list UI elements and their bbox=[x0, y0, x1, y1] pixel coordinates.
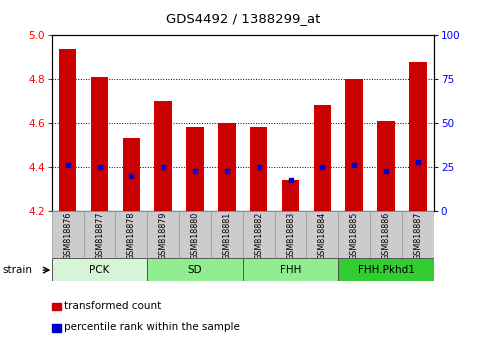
Text: GSM818880: GSM818880 bbox=[190, 212, 200, 260]
Bar bbox=[115, 211, 147, 258]
Bar bbox=[218, 123, 236, 211]
Text: GSM818877: GSM818877 bbox=[95, 212, 104, 260]
Bar bbox=[59, 48, 76, 211]
Bar bbox=[346, 79, 363, 211]
Bar bbox=[147, 211, 179, 258]
Text: strain: strain bbox=[2, 265, 33, 275]
Bar bbox=[314, 105, 331, 211]
Text: GSM818882: GSM818882 bbox=[254, 212, 263, 260]
Text: GSM818881: GSM818881 bbox=[222, 212, 231, 260]
Text: GSM818876: GSM818876 bbox=[63, 212, 72, 260]
Bar bbox=[370, 211, 402, 258]
Bar bbox=[275, 211, 307, 258]
Bar bbox=[186, 127, 204, 211]
Text: transformed count: transformed count bbox=[64, 301, 161, 311]
Text: GSM818883: GSM818883 bbox=[286, 212, 295, 260]
Bar bbox=[243, 258, 338, 281]
Text: FHH: FHH bbox=[280, 265, 301, 275]
Bar bbox=[147, 258, 243, 281]
Text: GSM818887: GSM818887 bbox=[414, 212, 423, 260]
Bar bbox=[409, 62, 426, 211]
Bar bbox=[91, 77, 108, 211]
Text: GDS4492 / 1388299_at: GDS4492 / 1388299_at bbox=[166, 12, 320, 25]
Bar bbox=[307, 211, 338, 258]
Bar bbox=[52, 258, 147, 281]
Text: FHH.Pkhd1: FHH.Pkhd1 bbox=[357, 265, 415, 275]
Bar bbox=[282, 180, 299, 211]
Bar bbox=[250, 127, 268, 211]
Text: GSM818886: GSM818886 bbox=[382, 212, 390, 260]
Bar bbox=[243, 211, 275, 258]
Bar bbox=[338, 211, 370, 258]
Bar bbox=[52, 211, 84, 258]
Text: PCK: PCK bbox=[89, 265, 110, 275]
Bar bbox=[179, 211, 211, 258]
Text: GSM818885: GSM818885 bbox=[350, 212, 359, 260]
Text: SD: SD bbox=[188, 265, 202, 275]
Bar bbox=[338, 258, 434, 281]
Bar bbox=[402, 211, 434, 258]
Text: GSM818879: GSM818879 bbox=[159, 212, 168, 260]
Bar bbox=[123, 138, 140, 211]
Bar bbox=[154, 101, 172, 211]
Text: GSM818884: GSM818884 bbox=[318, 212, 327, 260]
Text: percentile rank within the sample: percentile rank within the sample bbox=[64, 322, 240, 332]
Bar bbox=[377, 121, 395, 211]
Text: GSM818878: GSM818878 bbox=[127, 212, 136, 260]
Bar bbox=[211, 211, 243, 258]
Bar bbox=[84, 211, 115, 258]
